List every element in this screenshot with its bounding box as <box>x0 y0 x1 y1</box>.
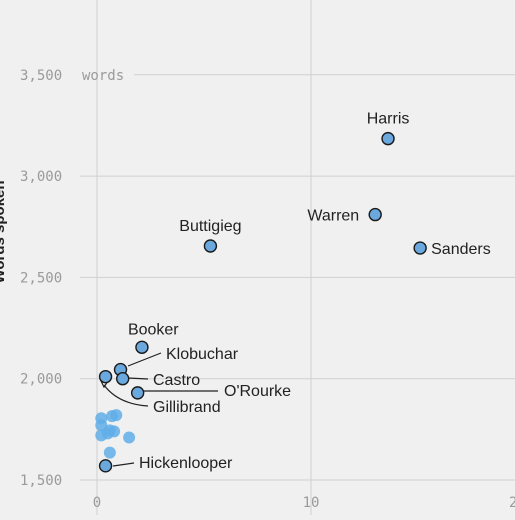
point-label: Warren <box>307 208 359 225</box>
leader-line <box>103 384 149 407</box>
point-label: Buttigieg <box>179 218 241 235</box>
y-axis-label: Words spoken <box>0 180 8 283</box>
point-label: Harris <box>367 111 410 128</box>
point-label: O'Rourke <box>224 383 291 400</box>
labeled-points <box>98 131 427 473</box>
leader-line <box>112 462 135 467</box>
data-point <box>368 207 382 222</box>
unlabeled-points <box>95 409 136 459</box>
data-point <box>135 340 149 354</box>
x-tick-label: 0 <box>93 495 101 511</box>
data-point <box>98 459 113 473</box>
data-point <box>413 241 427 255</box>
y-tick-label: 2,500 <box>20 270 62 286</box>
data-point <box>110 409 123 422</box>
point-label: Klobuchar <box>166 346 239 363</box>
data-point <box>98 369 113 384</box>
y-tick-label: 2,000 <box>20 372 62 388</box>
x-axis-ticks: 0 10 2 <box>93 495 515 511</box>
x-tick-label: 10 <box>303 495 320 511</box>
point-labels: Harris Warren Sanders Buttigieg Booker Klobuc… <box>128 111 491 472</box>
data-point <box>130 386 145 400</box>
data-point <box>101 427 114 440</box>
point-label: Gillibrand <box>153 399 221 416</box>
point-label: Booker <box>128 321 179 338</box>
y-unit-label: words <box>82 68 124 84</box>
point-label: Hickenlooper <box>139 455 233 472</box>
data-point <box>381 131 395 146</box>
data-point <box>115 372 130 386</box>
x-tick-label: 2 <box>509 495 515 511</box>
data-point <box>123 431 136 444</box>
y-tick-label: 1,500 <box>20 473 62 489</box>
leader-line <box>127 377 149 380</box>
data-point <box>203 239 218 253</box>
y-axis-ticks: 1,500 2,000 2,500 3,000 3,500 words <box>20 68 124 489</box>
point-label: Sanders <box>431 241 491 258</box>
y-tick-label: 3,000 <box>20 169 62 185</box>
y-tick-label: 3,500 <box>20 68 62 84</box>
point-label: Castro <box>153 372 200 389</box>
data-point <box>103 446 116 459</box>
leader-line <box>127 352 162 367</box>
